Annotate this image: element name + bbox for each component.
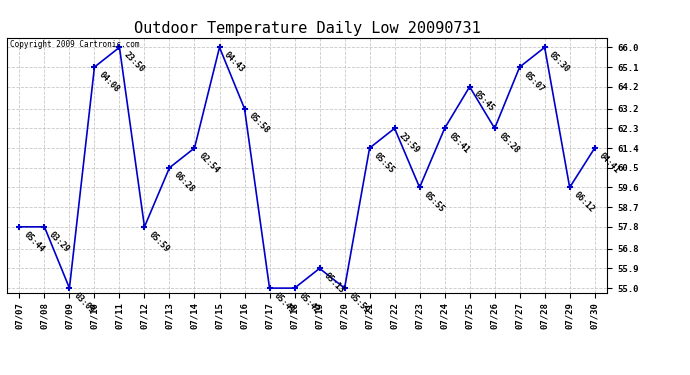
Text: 06:28: 06:28 bbox=[172, 171, 196, 195]
Text: 03:29: 03:29 bbox=[47, 230, 71, 254]
Text: 05:59: 05:59 bbox=[147, 230, 171, 254]
Text: 04:08: 04:08 bbox=[97, 70, 121, 94]
Text: 05:30: 05:30 bbox=[547, 50, 571, 74]
Text: 05:55: 05:55 bbox=[373, 151, 396, 175]
Title: Outdoor Temperature Daily Low 20090731: Outdoor Temperature Daily Low 20090731 bbox=[134, 21, 480, 36]
Text: 04:43: 04:43 bbox=[222, 50, 246, 74]
Text: Copyright 2009 Cartronic.com: Copyright 2009 Cartronic.com bbox=[10, 40, 139, 49]
Text: 23:50: 23:50 bbox=[122, 50, 146, 74]
Text: 05:28: 05:28 bbox=[497, 131, 522, 155]
Text: 04:41: 04:41 bbox=[598, 151, 622, 175]
Text: 03:09: 03:09 bbox=[72, 291, 96, 315]
Text: 23:59: 23:59 bbox=[397, 131, 422, 155]
Text: 05:59: 05:59 bbox=[347, 291, 371, 315]
Text: 05:55: 05:55 bbox=[422, 190, 446, 214]
Text: 05:13: 05:13 bbox=[322, 271, 346, 295]
Text: 05:58: 05:58 bbox=[247, 111, 271, 135]
Text: 05:42: 05:42 bbox=[297, 291, 322, 315]
Text: 05:49: 05:49 bbox=[273, 291, 296, 315]
Text: 05:44: 05:44 bbox=[22, 230, 46, 254]
Text: 05:45: 05:45 bbox=[473, 90, 496, 114]
Text: 06:12: 06:12 bbox=[573, 190, 596, 214]
Text: 05:07: 05:07 bbox=[522, 70, 546, 94]
Text: 02:54: 02:54 bbox=[197, 151, 221, 175]
Text: 05:41: 05:41 bbox=[447, 131, 471, 155]
